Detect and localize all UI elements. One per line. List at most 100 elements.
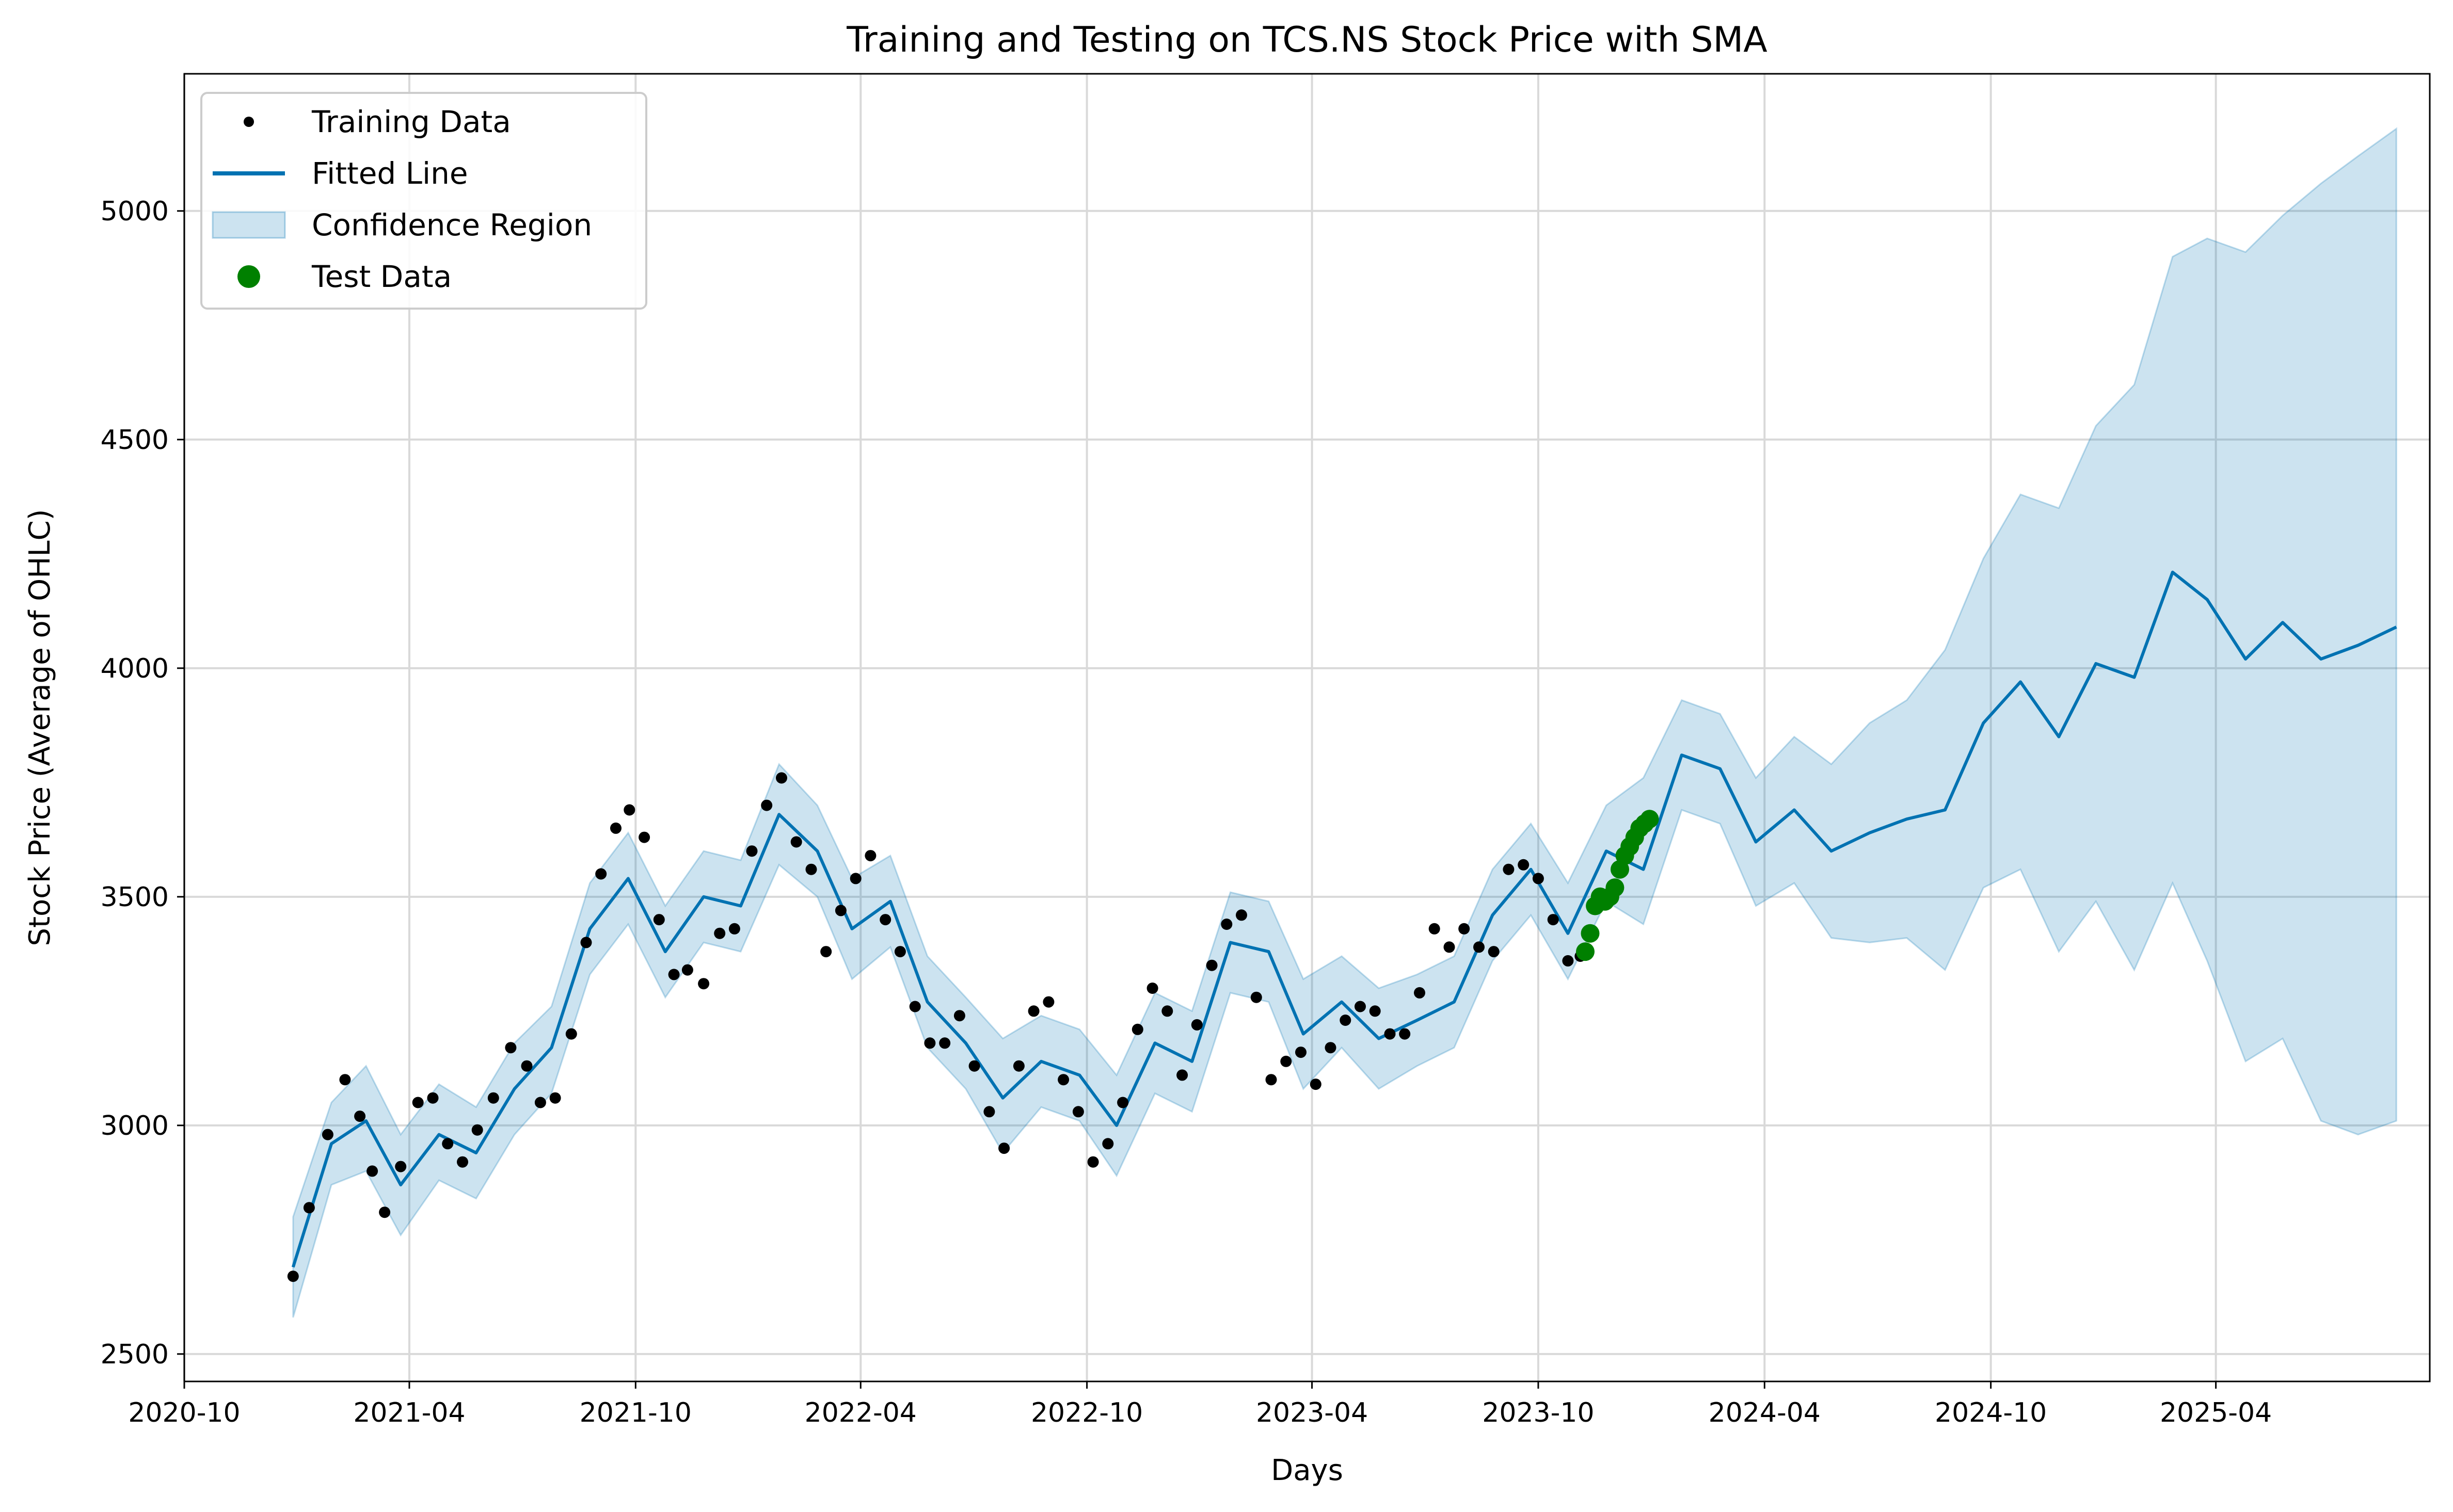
training-point xyxy=(1028,1005,1040,1017)
training-point xyxy=(1250,991,1262,1003)
y-axis: 2500 3000 3500 4000 4500 5000 xyxy=(101,196,184,1370)
training-point xyxy=(1340,1015,1351,1026)
x-tick-label: 2024-10 xyxy=(1935,1397,2047,1428)
training-point xyxy=(968,1060,980,1072)
legend: Training Data Fitted Line Confidence Reg… xyxy=(200,92,647,310)
test-point xyxy=(1581,924,1600,943)
x-tick-label: 2022-04 xyxy=(805,1397,917,1428)
training-point xyxy=(639,831,650,843)
x-tick-label: 2024-04 xyxy=(1709,1397,1821,1428)
y-tick-label: 4500 xyxy=(101,425,169,456)
training-point xyxy=(776,772,787,784)
training-points-layer xyxy=(287,772,1586,1282)
training-point xyxy=(1087,1156,1099,1168)
training-point xyxy=(427,1092,439,1104)
training-point xyxy=(1191,1019,1203,1031)
training-point xyxy=(1562,955,1574,967)
y-tick-label: 2500 xyxy=(101,1339,169,1370)
training-point xyxy=(865,850,877,862)
legend-label-confidence-region: Confidence Region xyxy=(312,207,592,243)
legend-swatch-test-data xyxy=(237,265,260,288)
training-point xyxy=(1236,909,1247,921)
x-tick-label: 2023-10 xyxy=(1482,1397,1594,1428)
x-tick-label: 2025-04 xyxy=(2160,1397,2272,1428)
training-point xyxy=(983,1106,995,1118)
training-point xyxy=(909,1001,921,1012)
training-point xyxy=(1117,1097,1129,1108)
training-point xyxy=(1518,859,1530,871)
y-tick-label: 4000 xyxy=(101,653,169,684)
training-point xyxy=(1369,1005,1381,1017)
training-point xyxy=(1132,1023,1143,1035)
training-point xyxy=(471,1124,483,1136)
training-point xyxy=(1384,1028,1396,1040)
training-point xyxy=(354,1111,366,1122)
training-point xyxy=(1414,987,1425,999)
training-point xyxy=(805,863,817,875)
test-point xyxy=(1605,878,1624,897)
training-point xyxy=(1102,1138,1114,1150)
training-point xyxy=(565,1028,577,1040)
x-axis: 2020-10 2021-04 2021-10 2022-04 2022-10 2023-… xyxy=(128,1381,2272,1428)
training-point xyxy=(1473,941,1485,953)
legend-label-training-data: Training Data xyxy=(311,104,511,139)
training-point xyxy=(610,822,622,834)
training-point xyxy=(761,799,773,811)
training-point xyxy=(624,804,635,816)
training-point xyxy=(939,1037,951,1049)
training-point xyxy=(505,1042,517,1054)
training-point xyxy=(714,927,726,939)
fitted-line-layer xyxy=(291,570,2397,1268)
training-point xyxy=(367,1165,378,1177)
x-tick-label: 2023-04 xyxy=(1256,1397,1368,1428)
training-point xyxy=(850,873,862,884)
training-point xyxy=(835,905,847,916)
training-point xyxy=(1532,873,1544,884)
training-point xyxy=(1058,1074,1070,1086)
chart-title: Training and Testing on TCS.NS Stock Pri… xyxy=(846,20,1767,60)
training-point xyxy=(668,969,680,980)
training-point xyxy=(521,1060,533,1072)
confidence-region xyxy=(292,127,2397,1318)
training-point xyxy=(1206,959,1218,971)
training-point xyxy=(322,1129,333,1140)
training-point xyxy=(379,1207,391,1218)
training-point xyxy=(998,1143,1010,1154)
y-tick-label: 5000 xyxy=(101,196,169,227)
training-point xyxy=(924,1037,936,1049)
training-point xyxy=(412,1097,424,1108)
training-point xyxy=(303,1202,315,1214)
training-point xyxy=(1503,863,1515,875)
test-points-layer xyxy=(1576,810,1659,961)
test-point xyxy=(1576,942,1595,961)
training-point xyxy=(820,946,832,958)
training-point xyxy=(653,914,665,926)
training-point xyxy=(1146,983,1158,994)
training-point xyxy=(1310,1079,1321,1090)
training-point xyxy=(1176,1069,1188,1081)
training-point xyxy=(894,946,906,958)
training-point xyxy=(549,1092,561,1104)
training-point xyxy=(580,937,592,948)
x-tick-label: 2020-10 xyxy=(128,1397,240,1428)
training-point xyxy=(790,836,802,848)
plot-frame xyxy=(183,73,2431,1382)
training-point xyxy=(746,845,758,857)
training-point xyxy=(1443,941,1455,953)
training-point xyxy=(534,1097,546,1108)
training-point xyxy=(1221,919,1233,930)
training-point xyxy=(1072,1106,1084,1118)
x-tick-label: 2021-10 xyxy=(580,1397,692,1428)
training-point xyxy=(1355,1001,1366,1012)
training-point xyxy=(287,1270,299,1282)
training-point xyxy=(1488,946,1500,958)
x-tick-label: 2021-04 xyxy=(353,1397,465,1428)
legend-label-fitted-line: Fitted Line xyxy=(312,156,468,191)
training-point xyxy=(1043,996,1055,1008)
training-point xyxy=(487,1092,499,1104)
training-point xyxy=(1013,1060,1025,1072)
training-point xyxy=(395,1161,407,1172)
confidence-band-layer xyxy=(292,127,2397,1318)
y-tick-label: 3500 xyxy=(101,882,169,913)
training-point xyxy=(1399,1028,1411,1040)
